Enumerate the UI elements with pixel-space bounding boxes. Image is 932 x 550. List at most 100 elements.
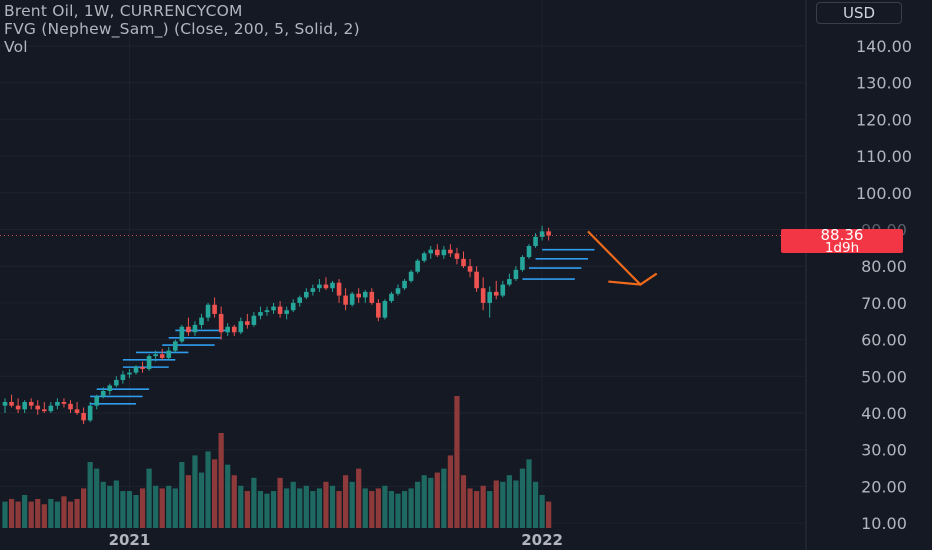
candle-body xyxy=(140,367,145,369)
volume-bar xyxy=(421,475,427,528)
candle-body xyxy=(173,341,178,351)
candle xyxy=(225,323,230,336)
candle xyxy=(107,383,113,395)
candle xyxy=(199,313,204,329)
volume-bar xyxy=(139,488,146,528)
volume-bar xyxy=(192,455,198,528)
volume-bar xyxy=(356,468,362,528)
candle xyxy=(474,266,479,292)
candle-body xyxy=(382,301,388,318)
volume-bar xyxy=(264,493,270,528)
candle xyxy=(28,398,34,410)
volume-indicator-label[interactable]: Vol xyxy=(4,38,28,56)
price-tick-label: 110.00 xyxy=(856,147,912,166)
price-tick-label: 140.00 xyxy=(856,37,912,56)
candle-body xyxy=(120,374,126,380)
volume-bar xyxy=(41,504,47,528)
candle-body xyxy=(107,385,113,391)
candle-body xyxy=(133,367,139,373)
candle-body xyxy=(304,291,309,298)
candle-body xyxy=(264,310,270,313)
candle-body xyxy=(487,291,492,303)
volume-bar xyxy=(8,498,15,528)
candle-body xyxy=(435,249,440,256)
candle-body xyxy=(546,231,551,236)
volume-bar xyxy=(153,485,159,528)
candle xyxy=(356,288,361,303)
candle xyxy=(421,251,427,263)
volume-bar xyxy=(185,475,191,528)
currency-button[interactable]: USD xyxy=(816,2,902,24)
candle-body xyxy=(467,266,473,272)
candle-body xyxy=(376,302,381,318)
candle-body xyxy=(513,269,519,280)
candle xyxy=(212,297,217,318)
candle-body xyxy=(15,405,21,410)
volume-bar xyxy=(487,491,493,528)
candle xyxy=(323,277,329,291)
volume-bar xyxy=(198,472,205,528)
trend-arrow-drawing[interactable] xyxy=(587,230,658,286)
candle-body xyxy=(493,291,499,296)
volume-bar xyxy=(212,459,218,528)
candle xyxy=(343,288,348,311)
candle-body xyxy=(349,293,355,305)
candle xyxy=(35,400,41,415)
candle-body xyxy=(35,405,41,410)
candle xyxy=(22,400,27,413)
symbol-title[interactable]: Brent Oil, 1W, CURRENCYCOM xyxy=(4,2,243,20)
candles xyxy=(2,225,551,425)
candle xyxy=(533,233,538,248)
volume-bar xyxy=(519,468,526,528)
volume-bar xyxy=(238,485,244,528)
candle xyxy=(415,258,420,274)
candle xyxy=(146,354,152,371)
candle-body xyxy=(251,315,257,325)
candle-body xyxy=(284,310,289,314)
candle-body xyxy=(179,326,185,342)
candle xyxy=(81,407,86,425)
candle-body xyxy=(290,302,296,311)
candle xyxy=(284,306,289,320)
candle xyxy=(61,398,67,408)
candle xyxy=(428,246,434,259)
price-axis[interactable]: 140.00 130.00 120.00 110.00 100.00 80.00 70.00… xyxy=(856,37,912,533)
candle-body xyxy=(310,288,316,292)
price-tick-label: 70.00 xyxy=(861,294,907,313)
volume-bar xyxy=(493,480,499,528)
candle xyxy=(192,321,198,336)
candle-body xyxy=(258,312,263,316)
candle-body xyxy=(421,253,427,261)
candle xyxy=(487,286,492,318)
candle xyxy=(349,291,355,307)
volume-bar xyxy=(395,493,401,528)
candle xyxy=(173,339,178,353)
candle xyxy=(68,400,73,413)
volume-bar xyxy=(323,481,329,528)
volume-bar xyxy=(126,491,133,528)
candle xyxy=(48,401,54,413)
candle-body xyxy=(127,372,132,375)
candle xyxy=(330,280,335,292)
candle-body xyxy=(245,321,250,325)
candle-body xyxy=(428,249,434,254)
candle xyxy=(520,255,525,272)
volume-bar xyxy=(205,451,211,528)
candle xyxy=(277,301,283,318)
candle-body xyxy=(323,284,329,289)
candle-body xyxy=(526,246,532,258)
candle xyxy=(258,306,263,320)
candle-body xyxy=(22,401,27,410)
candle xyxy=(271,302,276,314)
candle-body xyxy=(238,321,244,333)
candle-body xyxy=(415,260,420,272)
volume-bar xyxy=(67,501,74,528)
candle-body xyxy=(186,326,191,333)
time-axis[interactable]: 2021 2022 xyxy=(109,531,563,549)
candle-body xyxy=(441,249,447,256)
candle xyxy=(120,370,126,384)
candle xyxy=(441,246,447,259)
price-tick-label: 60.00 xyxy=(861,331,907,350)
fvg-indicator-label[interactable]: FVG (Nephew_Sam_) (Close, 200, 5, Solid,… xyxy=(4,20,360,38)
